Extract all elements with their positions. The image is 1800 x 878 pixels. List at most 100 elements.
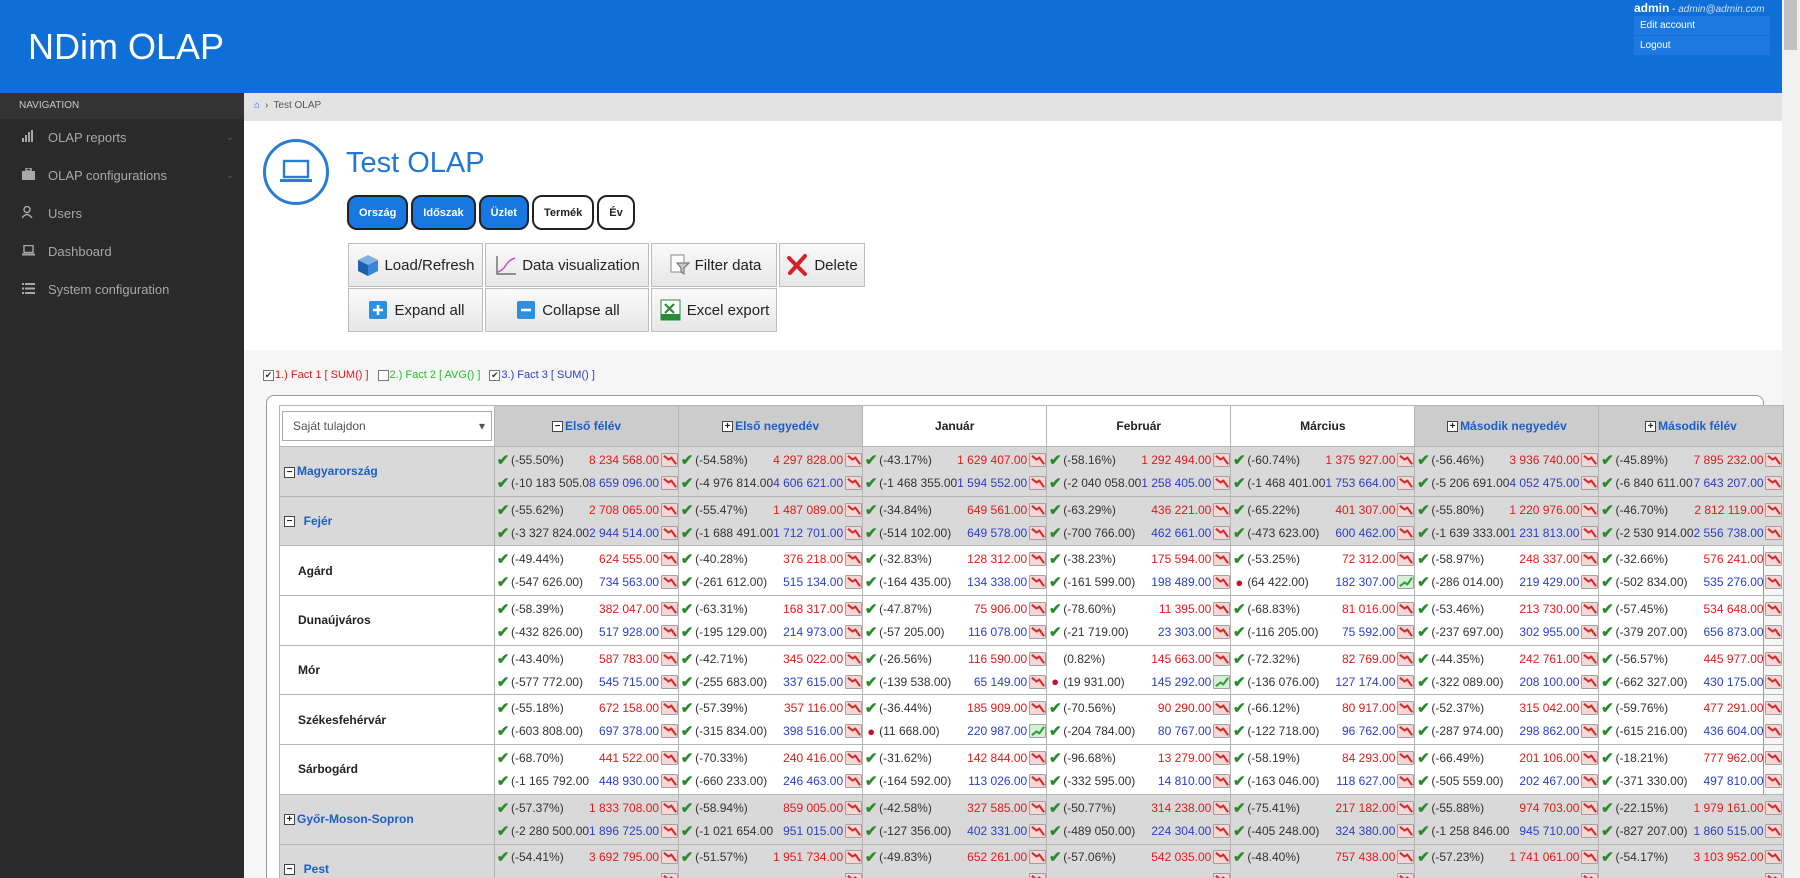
trend-down-icon[interactable] xyxy=(660,773,678,789)
trend-down-icon[interactable] xyxy=(844,624,862,640)
collapse-icon[interactable]: − xyxy=(284,466,295,478)
trend-down-icon[interactable] xyxy=(1580,750,1598,766)
trend-down-icon[interactable] xyxy=(660,872,678,878)
trend-down-icon[interactable] xyxy=(844,651,862,667)
trend-down-icon[interactable] xyxy=(1396,475,1414,491)
row-header[interactable]: Mór xyxy=(279,644,495,696)
trend-down-icon[interactable] xyxy=(844,574,862,590)
dimension-4[interactable]: Év xyxy=(597,195,635,230)
row-header[interactable]: − Fejér xyxy=(279,495,495,547)
collapse-icon[interactable]: − xyxy=(284,516,295,528)
trend-down-icon[interactable] xyxy=(844,601,862,617)
nav-item-users[interactable]: Users xyxy=(0,195,244,233)
collapse-all-button[interactable]: Collapse all xyxy=(485,288,649,332)
trend-down-icon[interactable] xyxy=(660,551,678,567)
trend-down-icon[interactable] xyxy=(1396,452,1414,468)
trend-down-icon[interactable] xyxy=(1028,502,1046,518)
trend-down-icon[interactable] xyxy=(1580,823,1598,839)
trend-down-icon[interactable] xyxy=(660,452,678,468)
trend-down-icon[interactable] xyxy=(1765,574,1783,590)
trend-down-icon[interactable] xyxy=(844,750,862,766)
fact-checkbox[interactable]: ✔ xyxy=(263,369,274,381)
trend-down-icon[interactable] xyxy=(1212,750,1230,766)
trend-down-icon[interactable] xyxy=(1396,823,1414,839)
column-header[interactable]: Február xyxy=(1046,405,1232,447)
trend-down-icon[interactable] xyxy=(844,723,862,739)
trend-down-icon[interactable] xyxy=(1212,849,1230,865)
dimension-1[interactable]: Időszak xyxy=(411,195,476,230)
trend-down-icon[interactable] xyxy=(1396,624,1414,640)
trend-down-icon[interactable] xyxy=(1580,551,1598,567)
dimension-2[interactable]: Üzlet xyxy=(478,195,529,230)
trend-down-icon[interactable] xyxy=(844,551,862,567)
property-select[interactable]: Saját tulajdon ▾ xyxy=(282,411,492,441)
trend-down-icon[interactable] xyxy=(1212,823,1230,839)
brand-title[interactable]: NDim OLAP xyxy=(28,26,225,67)
trend-down-icon[interactable] xyxy=(1212,502,1230,518)
expand-icon[interactable]: + xyxy=(1447,421,1459,433)
trend-down-icon[interactable] xyxy=(660,624,678,640)
trend-down-icon[interactable] xyxy=(1765,723,1783,739)
trend-down-icon[interactable] xyxy=(1396,651,1414,667)
fact-checkbox[interactable]: ✔ xyxy=(489,369,501,381)
trend-down-icon[interactable] xyxy=(1028,475,1046,491)
trend-down-icon[interactable] xyxy=(1580,574,1598,590)
trend-down-icon[interactable] xyxy=(1396,849,1414,865)
trend-down-icon[interactable] xyxy=(1580,624,1598,640)
trend-up-icon[interactable] xyxy=(1028,723,1046,739)
expand-icon[interactable]: + xyxy=(1645,421,1657,433)
trend-down-icon[interactable] xyxy=(1212,551,1230,567)
trend-down-icon[interactable] xyxy=(1765,502,1783,518)
trend-down-icon[interactable] xyxy=(844,823,862,839)
trend-down-icon[interactable] xyxy=(660,475,678,491)
column-header[interactable]: + Második félév xyxy=(1598,405,1784,447)
trend-down-icon[interactable] xyxy=(844,700,862,716)
expand-icon[interactable]: + xyxy=(722,421,734,433)
trend-down-icon[interactable] xyxy=(1765,849,1783,865)
trend-down-icon[interactable] xyxy=(660,800,678,816)
trend-down-icon[interactable] xyxy=(1396,525,1414,541)
trend-down-icon[interactable] xyxy=(1396,601,1414,617)
column-header[interactable]: − Első félév xyxy=(493,405,680,447)
trend-down-icon[interactable] xyxy=(844,502,862,518)
trend-down-icon[interactable] xyxy=(1212,773,1230,789)
excel-export-button[interactable]: Excel export xyxy=(651,288,777,332)
row-header[interactable]: Dunaújváros xyxy=(279,595,495,646)
column-header[interactable]: Január xyxy=(862,405,1048,447)
load-refresh-button[interactable]: Load/Refresh xyxy=(348,243,483,287)
fact-checkbox[interactable] xyxy=(377,369,389,381)
trend-down-icon[interactable] xyxy=(1396,750,1414,766)
trend-down-icon[interactable] xyxy=(1396,872,1414,878)
trend-up-icon[interactable] xyxy=(1212,674,1230,690)
row-header[interactable]: − Magyarország xyxy=(279,446,495,497)
expand-icon[interactable]: + xyxy=(284,814,295,826)
trend-down-icon[interactable] xyxy=(660,601,678,617)
trend-down-icon[interactable] xyxy=(1580,525,1598,541)
expand-all-button[interactable]: Expand all xyxy=(348,288,483,332)
trend-down-icon[interactable] xyxy=(1580,475,1598,491)
collapse-icon[interactable]: − xyxy=(552,421,564,433)
trend-down-icon[interactable] xyxy=(1765,674,1783,690)
trend-down-icon[interactable] xyxy=(1212,872,1230,878)
trend-down-icon[interactable] xyxy=(844,525,862,541)
trend-down-icon[interactable] xyxy=(1028,651,1046,667)
trend-down-icon[interactable] xyxy=(1028,525,1046,541)
trend-down-icon[interactable] xyxy=(1212,475,1230,491)
trend-down-icon[interactable] xyxy=(660,700,678,716)
trend-down-icon[interactable] xyxy=(1396,773,1414,789)
nav-item-olap-reports[interactable]: OLAP reports ⌄ xyxy=(0,119,244,157)
trend-down-icon[interactable] xyxy=(844,674,862,690)
trend-down-icon[interactable] xyxy=(1580,601,1598,617)
trend-down-icon[interactable] xyxy=(1765,800,1783,816)
nav-item-system-configuration[interactable]: System configuration xyxy=(0,271,244,309)
trend-down-icon[interactable] xyxy=(1580,651,1598,667)
trend-down-icon[interactable] xyxy=(1580,872,1598,878)
trend-down-icon[interactable] xyxy=(1028,452,1046,468)
trend-down-icon[interactable] xyxy=(1028,700,1046,716)
dimension-0[interactable]: Ország xyxy=(347,195,409,230)
trend-down-icon[interactable] xyxy=(1765,823,1783,839)
trend-down-icon[interactable] xyxy=(1580,849,1598,865)
trend-down-icon[interactable] xyxy=(1212,624,1230,640)
trend-down-icon[interactable] xyxy=(1028,823,1046,839)
trend-down-icon[interactable] xyxy=(1580,773,1598,789)
